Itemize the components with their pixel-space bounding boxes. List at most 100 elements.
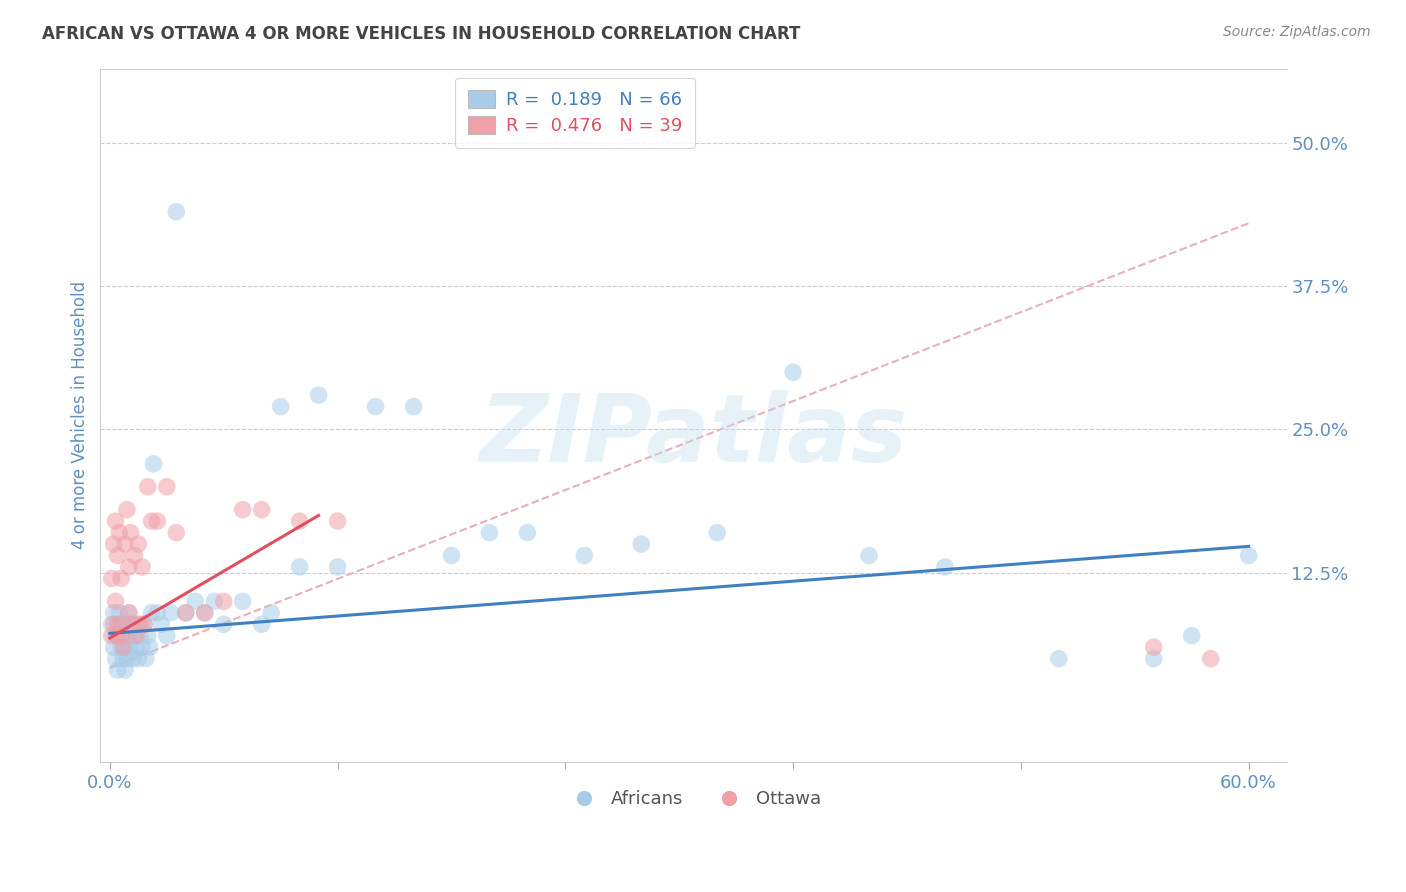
Point [270,400,292,414]
Point [478,525,501,540]
Point [104,651,127,665]
Point [107,629,129,643]
Point [112,629,135,643]
Point [141,606,163,620]
Point [121,617,143,632]
Point [108,606,131,620]
Point [127,617,149,632]
Point [260,606,283,620]
Point [288,560,311,574]
Point [202,594,225,608]
Point [120,640,142,655]
Point [232,502,254,516]
Point [141,514,163,528]
Point [115,502,138,516]
Point [100,629,122,643]
Point [782,365,804,379]
Point [630,537,652,551]
Point [125,640,148,655]
Point [121,651,143,665]
Point [129,617,152,632]
Point [110,571,132,585]
Point [107,663,129,677]
Point [150,617,173,632]
Legend: Africans, Ottawa: Africans, Ottawa [558,782,828,815]
Point [131,560,153,574]
Point [174,606,197,620]
Point [118,606,141,620]
Point [174,606,197,620]
Point [136,480,159,494]
Point [138,640,160,655]
Point [100,571,122,585]
Point [1143,640,1166,655]
Point [104,514,127,528]
Point [250,502,273,516]
Point [108,525,131,540]
Point [934,560,956,574]
Point [104,594,127,608]
Point [112,651,135,665]
Point [858,549,880,563]
Point [159,606,181,620]
Point [146,606,169,620]
Point [1199,651,1222,665]
Y-axis label: 4 or more Vehicles in Household: 4 or more Vehicles in Household [72,281,89,549]
Text: AFRICAN VS OTTAWA 4 OR MORE VEHICLES IN HOUSEHOLD CORRELATION CHART: AFRICAN VS OTTAWA 4 OR MORE VEHICLES IN … [42,25,800,43]
Point [114,537,136,551]
Point [1237,549,1260,563]
Point [250,617,273,632]
Point [115,651,138,665]
Point [326,514,349,528]
Point [103,537,125,551]
Point [165,525,187,540]
Point [194,606,217,620]
Point [232,594,254,608]
Point [118,560,141,574]
Point [184,594,207,608]
Point [146,514,169,528]
Point [125,629,148,643]
Point [156,629,179,643]
Point [114,640,136,655]
Point [132,617,155,632]
Point [118,629,141,643]
Point [326,560,349,574]
Point [115,617,138,632]
Point [107,549,129,563]
Point [136,629,159,643]
Point [103,617,125,632]
Point [110,640,132,655]
Point [127,537,149,551]
Point [104,629,127,643]
Point [165,204,187,219]
Point [129,629,152,643]
Point [127,651,149,665]
Point [112,640,135,655]
Point [1181,629,1204,643]
Point [706,525,728,540]
Point [402,400,425,414]
Point [212,594,235,608]
Point [103,606,125,620]
Point [212,617,235,632]
Point [1047,651,1070,665]
Point [118,606,141,620]
Point [131,640,153,655]
Text: Source: ZipAtlas.com: Source: ZipAtlas.com [1223,25,1371,39]
Text: ZIPatlas: ZIPatlas [479,390,907,482]
Point [124,549,146,563]
Point [110,617,132,632]
Point [107,617,129,632]
Point [440,549,463,563]
Point [308,388,330,402]
Point [103,640,125,655]
Point [108,617,131,632]
Point [120,525,142,540]
Point [135,651,157,665]
Point [142,457,165,471]
Point [124,629,146,643]
Point [114,663,136,677]
Point [156,480,179,494]
Point [100,617,122,632]
